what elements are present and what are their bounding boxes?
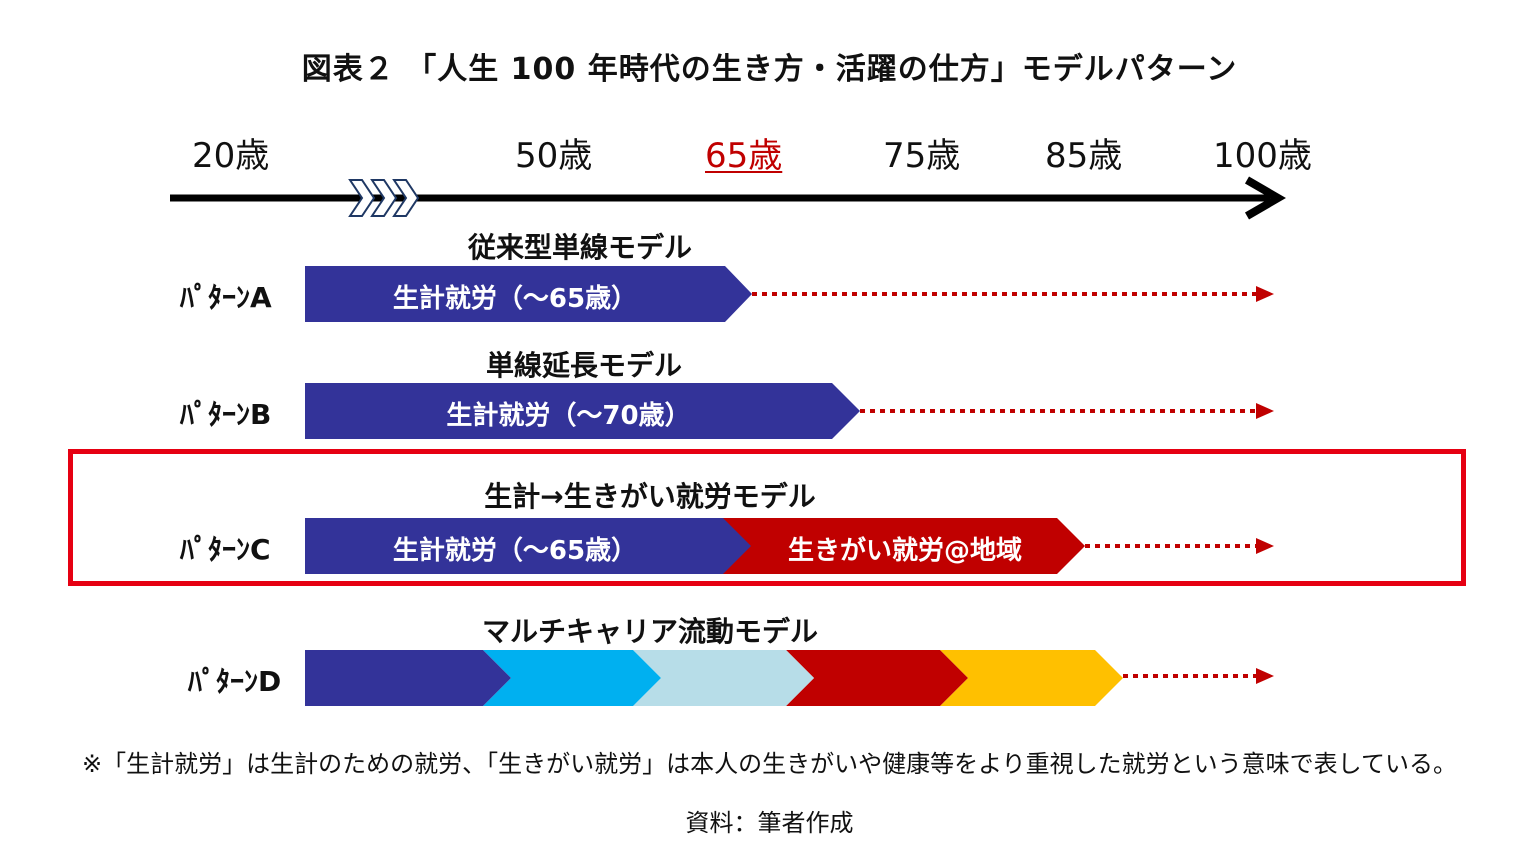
pattern-c-arrowhead	[1256, 538, 1274, 554]
pattern-c-navy-bar	[305, 518, 751, 574]
pattern-a-navy-bar	[305, 266, 752, 322]
age-label-75: 75歳	[883, 136, 961, 176]
pattern-d-segment-yellow	[940, 650, 1123, 706]
pattern-c-red-bar	[720, 518, 1085, 574]
pattern-b-navy-bar	[305, 383, 860, 439]
pattern-c-highlight-box	[68, 449, 1466, 586]
source-credit: 資料：筆者作成	[685, 809, 854, 837]
pattern-b-segment-label: 生計就労（～70歳）	[446, 401, 691, 431]
age-label-20: 20歳	[192, 136, 270, 176]
age-label-50: 50歳	[515, 136, 593, 176]
age-label-85: 85歳	[1045, 136, 1123, 176]
footnote: ※「生計就労」は生計のための就労、「生きがい就労」は本人の生きがいや健康等をより…	[82, 750, 1457, 778]
pattern-a-model-title: 従来型単線モデル	[467, 231, 692, 264]
pattern-b-label: ﾊﾟﾀｰﾝB	[180, 398, 272, 431]
pattern-b-arrowhead	[1256, 403, 1274, 419]
figure-title: 図表２ 「人生 100 年時代の生き方・活躍の仕方」モデルパターン	[301, 52, 1238, 87]
pattern-d-segment-navy	[305, 650, 511, 706]
pattern-a-segment-label: 生計就労（～65歳）	[392, 284, 638, 314]
pattern-d-segment-light-blue	[633, 650, 814, 706]
age-label-65-highlighted: 65歳	[705, 136, 783, 176]
pattern-a-arrowhead	[1256, 286, 1274, 302]
age-label-100: 100歳	[1213, 136, 1312, 176]
pattern-a-label: ﾊﾟﾀｰﾝA	[180, 281, 272, 314]
timeline-arrowhead	[1244, 176, 1286, 220]
chevron-icon	[348, 179, 420, 217]
pattern-d-segment-cyan	[483, 650, 661, 706]
pattern-c-segment-label-1: 生計就労（～65歳）	[392, 536, 638, 566]
pattern-c-model-title: 生計→生きがい就労モデル	[484, 480, 816, 513]
pattern-d-arrowhead	[1256, 668, 1274, 684]
pattern-c-label: ﾊﾟﾀｰﾝC	[180, 533, 271, 566]
pattern-b-model-title: 単線延長モデル	[485, 349, 682, 382]
pattern-d-model-title: マルチキャリア流動モデル	[481, 615, 818, 648]
pattern-d-segment-red	[786, 650, 968, 706]
pattern-c-segment-label-2: 生きがい就労@地域	[787, 536, 1022, 566]
pattern-d-label: ﾊﾟﾀｰﾝD	[188, 665, 282, 698]
